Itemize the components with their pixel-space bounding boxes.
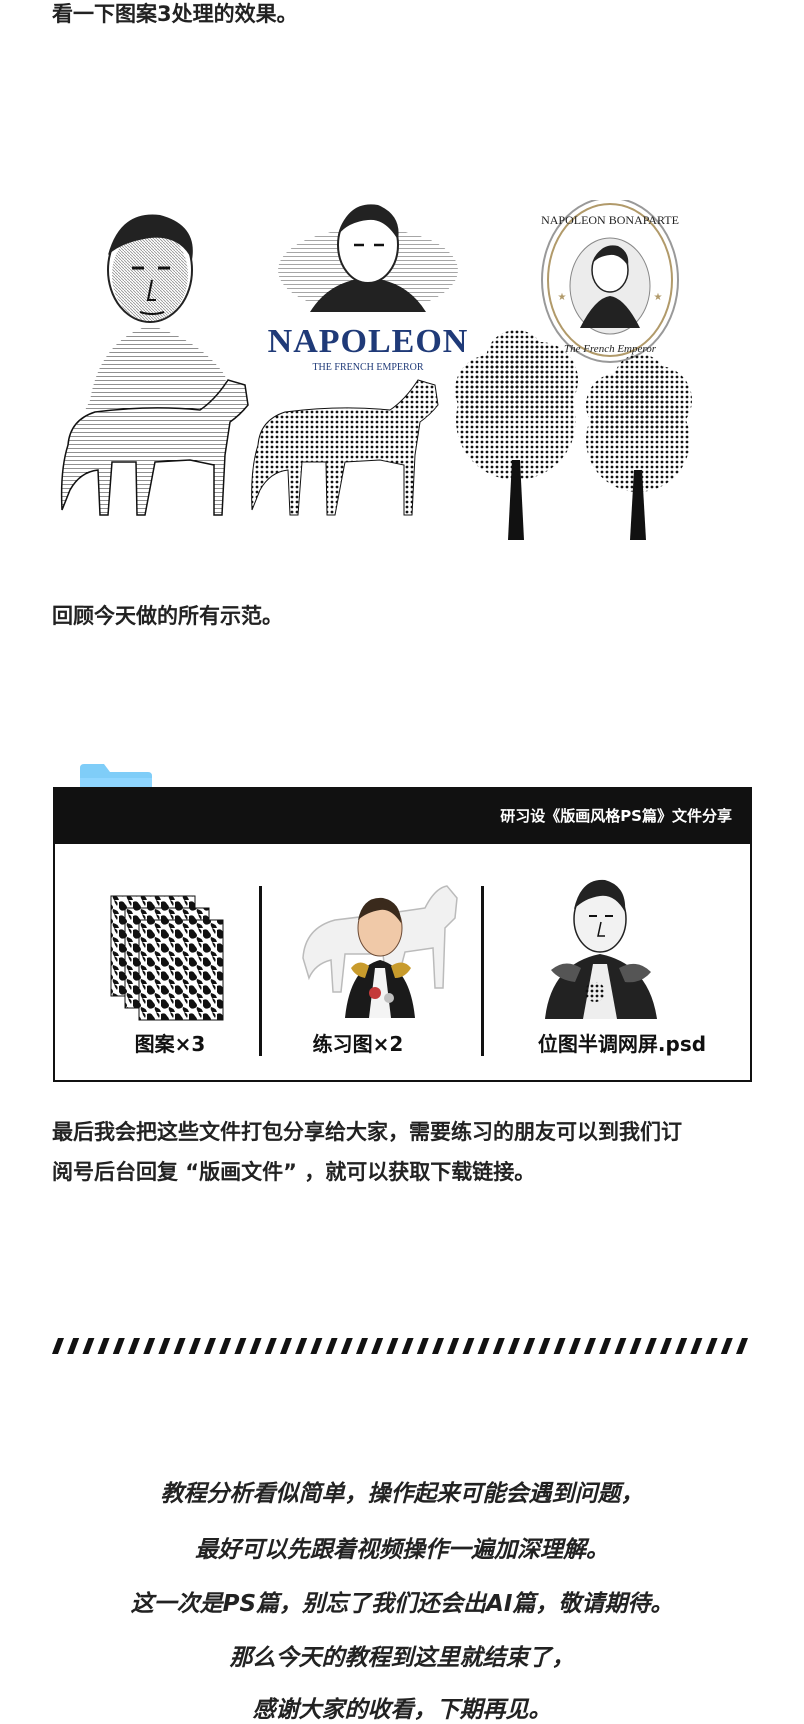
horse-engraving-stipple	[251, 379, 439, 516]
slash-mark	[614, 1338, 627, 1354]
slash-mark	[675, 1338, 688, 1354]
review-text: 回顾今天做的所有示范。	[52, 604, 283, 628]
file-label-practice: 练习图×2	[312, 1032, 404, 1056]
napoleon-color-thumbnail	[295, 868, 465, 1018]
slash-mark	[492, 1338, 505, 1354]
slash-mark	[82, 1338, 95, 1354]
slash-mark	[720, 1338, 733, 1354]
intro-text: 看一下图案3处理的效果。	[52, 2, 298, 26]
napoleon-seal-badge: NAPOLEON BONAPARTE The French Emperor ★ …	[541, 200, 679, 363]
napoleon-logo-portrait	[278, 204, 458, 312]
slash-mark	[462, 1338, 475, 1354]
slash-mark	[629, 1338, 642, 1354]
slash-mark	[538, 1338, 551, 1354]
slash-mark	[386, 1338, 399, 1354]
slash-mark	[310, 1338, 323, 1354]
slash-mark	[52, 1338, 64, 1354]
slash-mark	[158, 1338, 171, 1354]
svg-text:★: ★	[654, 292, 663, 303]
outro-line-2: 最好可以先跟着视频操作一遍加深理解。	[195, 1537, 609, 1563]
slash-divider	[52, 1338, 748, 1354]
slash-mark	[188, 1338, 201, 1354]
tree-engraving-1	[455, 330, 578, 540]
file-label-psd: 位图半调网屏.psd	[537, 1032, 707, 1056]
file-card-title: 研习设《版画风格PS篇》文件分享	[500, 807, 732, 825]
logo-title: NAPOLEON	[268, 323, 469, 360]
engraving-showcase: NAPOLEON THE FRENCH EMPEROR NAPOLEON BON…	[60, 200, 692, 540]
slash-mark	[340, 1338, 353, 1354]
slash-mark	[523, 1338, 536, 1354]
slash-mark	[644, 1338, 657, 1354]
slash-mark	[401, 1338, 414, 1354]
slash-mark	[128, 1338, 140, 1354]
slash-mark	[97, 1338, 110, 1354]
slash-mark	[568, 1338, 581, 1354]
outro-line-3: 这一次是PS篇，别忘了我们还会出AI篇，敬请期待。	[130, 1591, 674, 1617]
logo-subtitle: THE FRENCH EMPEROR	[312, 362, 423, 373]
slash-mark	[219, 1338, 232, 1354]
pattern-stack-icon	[105, 872, 235, 1022]
slash-mark	[67, 1338, 80, 1354]
slash-mark	[234, 1338, 247, 1354]
file-card-header: 研习设《版画风格PS篇》文件分享	[53, 787, 752, 844]
slash-mark	[249, 1338, 262, 1354]
slash-mark	[553, 1338, 566, 1354]
slash-mark	[705, 1338, 718, 1354]
napoleon-halftone-thumbnail	[535, 864, 665, 1019]
slash-mark	[325, 1338, 338, 1354]
slash-mark	[432, 1338, 444, 1354]
slash-mark	[477, 1338, 490, 1354]
outro-line-1: 教程分析看似简单，操作起来可能会遇到问题，	[160, 1481, 644, 1507]
horse-engraving-fine	[60, 379, 249, 516]
seal-top-text: NAPOLEON BONAPARTE	[541, 213, 679, 227]
outro-line-4: 那么今天的教程到这里就结束了，	[229, 1645, 575, 1671]
slash-mark	[660, 1338, 672, 1354]
napoleon-engraved-portrait	[85, 214, 230, 410]
slash-mark	[599, 1338, 612, 1354]
slash-mark	[416, 1338, 429, 1354]
slash-mark	[264, 1338, 277, 1354]
slash-mark	[371, 1338, 384, 1354]
download-line-1: 最后我会把这些文件打包分享给大家，需要练习的朋友可以到我们订	[52, 1120, 682, 1144]
svg-text:★: ★	[558, 292, 567, 303]
slash-mark	[143, 1338, 156, 1354]
slash-mark	[508, 1338, 520, 1354]
card-divider	[259, 886, 262, 1056]
slash-mark	[447, 1338, 460, 1354]
slash-mark	[690, 1338, 703, 1354]
card-divider	[481, 886, 484, 1056]
slash-mark	[173, 1338, 186, 1354]
slash-mark	[736, 1338, 748, 1354]
download-instructions: 最后我会把这些文件打包分享给大家，需要练习的朋友可以到我们订 阅号后台回复 “版…	[52, 1112, 762, 1192]
file-card-body: 图案×3 练习图×2 位图半调网屏.psd	[53, 844, 752, 1082]
file-label-patterns: 图案×3	[134, 1032, 206, 1056]
slash-mark	[584, 1338, 596, 1354]
slash-mark	[112, 1338, 125, 1354]
slash-mark	[295, 1338, 308, 1354]
slash-mark	[280, 1338, 292, 1354]
seal-bottom-text: The French Emperor	[564, 343, 657, 355]
slash-mark	[356, 1338, 368, 1354]
slash-mark	[204, 1338, 216, 1354]
tree-engraving-2	[586, 354, 692, 540]
download-line-2: 阅号后台回复 “版画文件” ，就可以获取下载链接。	[52, 1160, 536, 1184]
